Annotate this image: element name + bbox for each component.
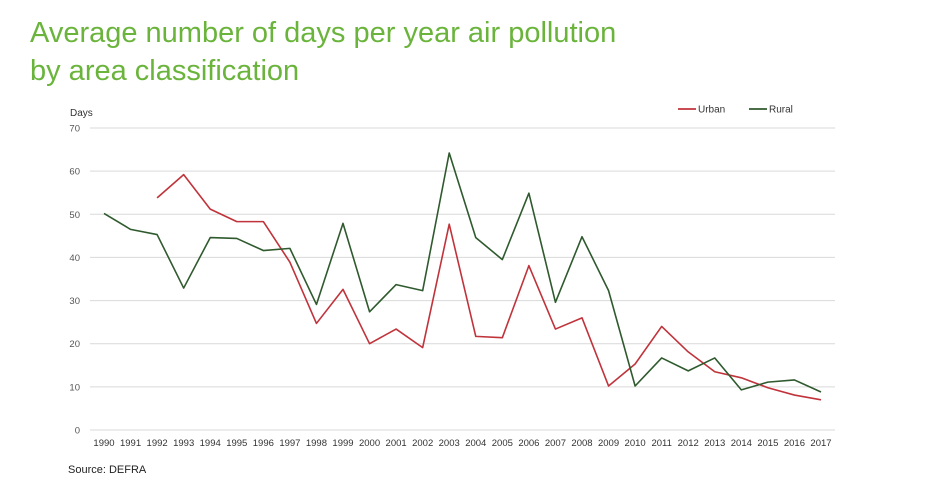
x-tick-label: 2001: [386, 438, 407, 449]
series-lines: [103, 152, 822, 401]
x-tick-label: 2014: [731, 438, 752, 449]
y-tick-label: 20: [69, 339, 80, 350]
x-tick-label: 2004: [465, 438, 486, 449]
x-tick-label: 2002: [412, 438, 433, 449]
y-tick-label: 40: [69, 253, 80, 264]
x-tick-label: 1997: [279, 438, 300, 449]
x-tick-label: 1998: [306, 438, 327, 449]
legend-label-urban: Urban: [698, 105, 725, 116]
x-tick-label: 2005: [492, 438, 513, 449]
x-tick-label: 1993: [173, 438, 194, 449]
x-tick-label: 2010: [625, 438, 646, 449]
x-tick-label: 2012: [678, 438, 699, 449]
y-tick-label: 70: [69, 124, 80, 135]
x-tick-label: 2003: [439, 438, 460, 449]
source-note: Source: DEFRA: [68, 464, 147, 476]
series-line-urban: [156, 173, 822, 401]
x-tick-label: 2006: [518, 438, 539, 449]
x-tick-label: 1991: [120, 438, 141, 449]
x-tick-label: 1995: [226, 438, 247, 449]
x-tick-label: 1994: [200, 438, 221, 449]
y-tick-label: 50: [69, 210, 80, 221]
x-tick-label: 1992: [147, 438, 168, 449]
y-tick-labels: 0 10 20 30 40 50 60 70: [69, 124, 80, 437]
x-tick-label: 1990: [93, 438, 114, 449]
x-tick-label: 2016: [784, 438, 805, 449]
x-tick-labels: 1990 1991 1992 1993 1994 1995 1996 1997 1998 1999…: [93, 438, 831, 449]
x-tick-label: 2009: [598, 438, 619, 449]
x-tick-label: 2017: [810, 438, 831, 449]
x-tick-label: 2007: [545, 438, 566, 449]
x-tick-label: 1996: [253, 438, 274, 449]
y-tick-label: 0: [75, 426, 80, 437]
x-tick-label: 2015: [757, 438, 778, 449]
x-tick-label: 2008: [571, 438, 592, 449]
y-tick-label: 30: [69, 296, 80, 307]
x-tick-label: 2013: [704, 438, 725, 449]
x-tick-label: 2000: [359, 438, 380, 449]
chart-title-line-2: by area classification: [30, 55, 300, 87]
x-tick-label: 1999: [332, 438, 353, 449]
chart-title: Average number of days per year air poll…: [30, 14, 910, 90]
gridlines: [90, 127, 835, 431]
legend-label-rural: Rural: [769, 105, 793, 116]
legend: Urban Rural: [678, 105, 793, 116]
chart-title-line-1: Average number of days per year air poll…: [30, 17, 617, 49]
series-line-rural: [103, 152, 822, 393]
x-tick-label: 2011: [651, 438, 671, 449]
y-tick-label: 10: [69, 382, 80, 393]
y-axis-label: Days: [70, 108, 93, 119]
y-tick-label: 60: [69, 167, 80, 178]
